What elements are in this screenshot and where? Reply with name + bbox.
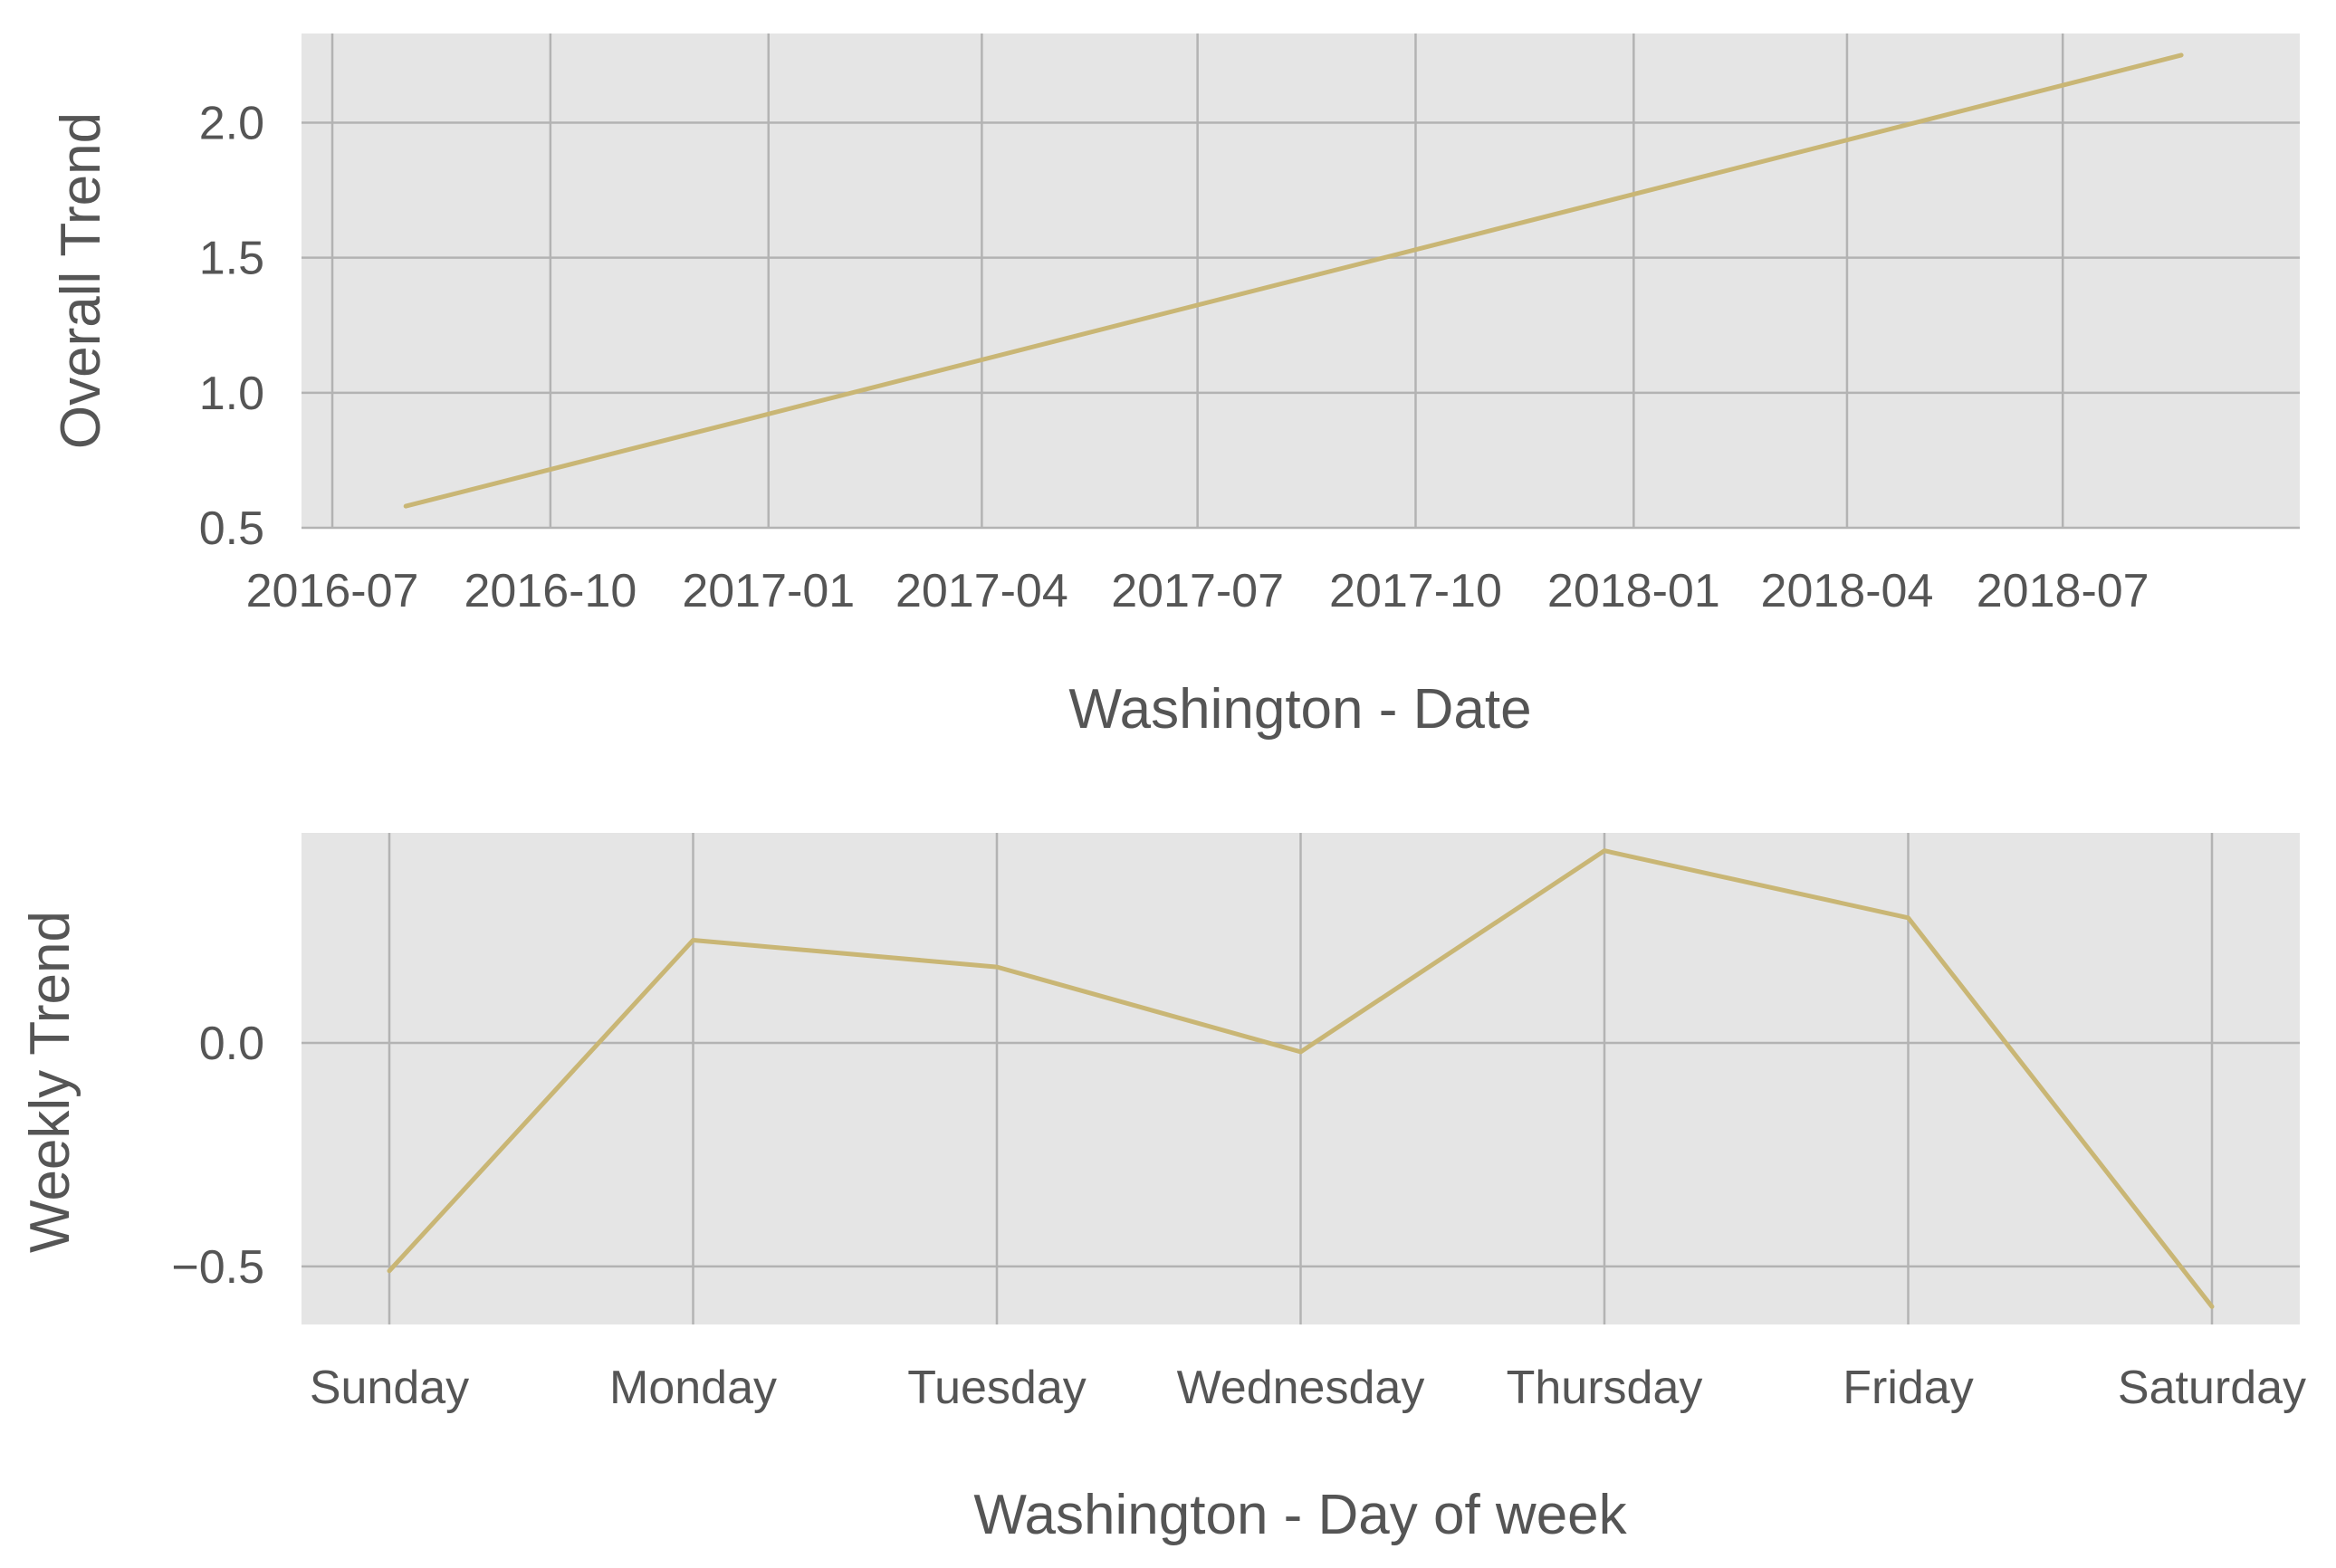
weekly-trend-x-tick-label: Saturday [2118,1362,2306,1414]
weekly-trend-series [387,848,2215,1309]
weekly-trend-grid [302,833,2300,1324]
overall-trend-x-tick-label: 2018-01 [1547,565,1720,617]
weekly-trend-x-tick-label: Sunday [310,1362,469,1414]
overall-trend-y-axis-label: Overall Trend [50,112,112,449]
weekly-trend-y-tick-label: 0.0 [199,1018,264,1070]
weekly-trend-x-ticks: Sunday Monday Tuesday Wednesday Thursday Frid… [310,1362,2306,1414]
weekly-trend-x-tick-label: Wednesday [1177,1362,1425,1414]
overall-trend-x-tick-label: 2017-04 [895,565,1068,617]
weekly-trend-x-axis-label: Washington - Day of week [973,1484,1627,1546]
overall-trend-y-tick-label: 0.5 [199,502,264,555]
overall-trend-y-tick-label: 2.0 [199,97,264,149]
overall-trend-y-tick-label: 1.5 [199,233,264,285]
weekly-trend-x-tick-label: Thursday [1507,1362,1703,1414]
overall-trend-x-tick-label: 2017-07 [1111,565,1284,617]
overall-trend-x-tick-label: 2016-10 [464,565,637,617]
weekly-trend-y-ticks: −0.5 0.0 [171,1018,264,1294]
overall-trend-x-tick-label: 2017-01 [682,565,855,617]
overall-trend-x-tick-label: 2018-07 [1977,565,2149,617]
overall-trend-x-tick-label: 2018-04 [1761,565,1934,617]
weekly-trend-x-tick-label: Friday [1843,1362,1973,1414]
weekly-trend-y-axis-label: Weekly Trend [19,911,81,1253]
weekly-trend-x-tick-label: Tuesday [907,1362,1087,1414]
overall-trend-x-axis-label: Washington - Date [1068,678,1531,741]
overall-trend-x-ticks: 2016-07 2016-10 2017-01 2017-04 2017-07 2017-… [246,565,2149,617]
overall-trend-y-ticks: 0.5 1.0 1.5 2.0 [199,97,264,555]
overall-trend-grid [302,33,2300,530]
weekly-trend-line [387,848,2215,1309]
overall-trend-line [403,53,2184,509]
overall-trend-series [403,53,2184,509]
weekly-trend-x-tick-label: Monday [609,1362,777,1414]
overall-trend-x-tick-label: 2016-07 [246,565,419,617]
weekly-trend-y-tick-label: −0.5 [171,1241,264,1294]
weekly-trend-chart: Sunday Monday Tuesday Wednesday Thursday Frid… [19,833,2306,1546]
overall-trend-x-tick-label: 2017-10 [1329,565,1502,617]
overall-trend-y-tick-label: 1.0 [199,368,264,420]
overall-trend-chart: 2016-07 2016-10 2017-01 2017-04 2017-07 2017-… [50,33,2300,741]
